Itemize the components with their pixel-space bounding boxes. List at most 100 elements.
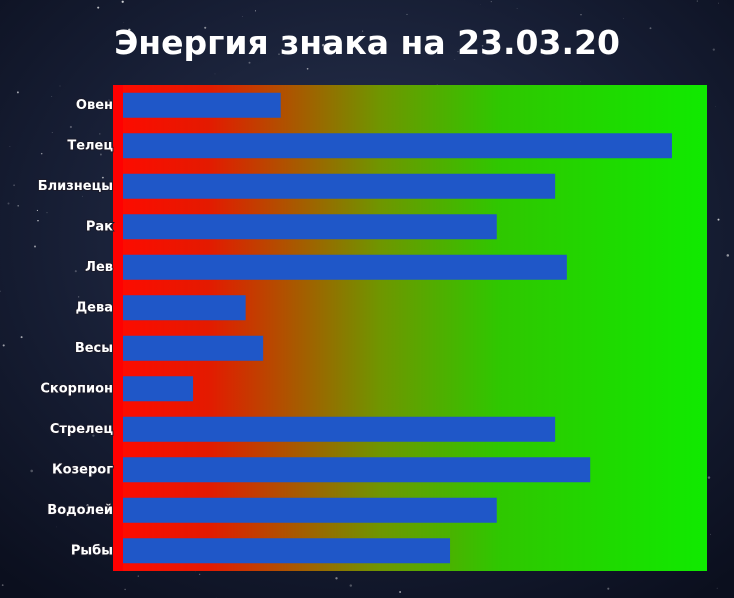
- star: [335, 577, 338, 580]
- star: [315, 39, 316, 41]
- star: [69, 125, 72, 129]
- star: [406, 13, 408, 15]
- star: [101, 176, 104, 179]
- star: [7, 202, 10, 205]
- star: [137, 575, 139, 577]
- star: [242, 16, 243, 17]
- star: [20, 336, 23, 339]
- star: [214, 73, 216, 75]
- star: [87, 264, 90, 267]
- star: [46, 212, 48, 214]
- star: [454, 59, 456, 60]
- star: [51, 132, 53, 133]
- star: [716, 587, 718, 589]
- star: [40, 152, 43, 155]
- star: [16, 91, 19, 94]
- star: [1, 584, 4, 586]
- category-label: Весы: [75, 341, 113, 356]
- category-label: Лев: [85, 260, 113, 275]
- star: [99, 133, 101, 135]
- star: [74, 270, 77, 273]
- bar: [123, 214, 497, 240]
- star: [108, 99, 110, 101]
- star: [481, 45, 484, 47]
- star: [36, 209, 38, 211]
- star: [649, 27, 652, 30]
- plot-area: [113, 85, 707, 571]
- star: [516, 8, 518, 10]
- star: [457, 50, 459, 53]
- star: [2, 344, 5, 347]
- star: [82, 195, 84, 197]
- star: [121, 0, 124, 3]
- bar: [123, 133, 672, 159]
- star: [92, 434, 95, 437]
- star: [86, 504, 89, 507]
- star: [37, 219, 39, 222]
- star: [255, 10, 256, 12]
- star: [399, 591, 401, 593]
- category-label: Рыбы: [71, 543, 113, 558]
- star: [707, 476, 711, 479]
- star: [579, 81, 581, 83]
- star: [59, 85, 61, 87]
- category-label: Скорпион: [40, 381, 113, 396]
- star: [715, 105, 716, 107]
- star: [97, 432, 100, 434]
- star: [278, 53, 280, 55]
- bar: [123, 416, 556, 442]
- star: [248, 61, 251, 64]
- star: [56, 526, 57, 528]
- star: [717, 218, 720, 221]
- star: [362, 30, 364, 32]
- bar: [123, 173, 556, 199]
- category-label: Дева: [76, 300, 113, 315]
- category-label: Овен: [76, 98, 113, 113]
- star: [198, 573, 201, 576]
- star: [306, 67, 309, 70]
- star: [490, 1, 492, 3]
- star: [128, 28, 131, 32]
- star: [90, 473, 93, 476]
- star: [712, 48, 715, 51]
- star: [34, 245, 36, 248]
- star: [30, 469, 33, 473]
- star: [349, 584, 353, 587]
- category-label: Телец: [67, 138, 113, 153]
- star: [77, 296, 80, 298]
- star: [580, 13, 582, 16]
- star: [726, 254, 730, 257]
- star: [9, 146, 11, 148]
- bar: [123, 295, 246, 321]
- bar: [123, 497, 497, 523]
- star: [696, 0, 698, 2]
- category-label: Водолей: [47, 503, 113, 518]
- bar: [123, 376, 194, 402]
- star: [123, 22, 125, 23]
- star: [718, 2, 719, 4]
- category-label: Козерог: [52, 462, 113, 477]
- chart-title: Энергия знака на 23.03.20: [114, 23, 620, 62]
- star: [87, 185, 89, 187]
- bar: [123, 254, 567, 280]
- bar: [123, 538, 451, 564]
- star: [99, 153, 102, 156]
- category-label: Рак: [86, 219, 113, 234]
- star: [204, 26, 207, 29]
- bar: [123, 92, 281, 118]
- bar: [123, 457, 591, 483]
- plot-edge: [113, 85, 123, 571]
- category-label: Близнецы: [38, 179, 113, 194]
- star: [97, 6, 100, 9]
- star: [17, 204, 20, 207]
- star: [710, 533, 712, 535]
- star: [124, 588, 126, 591]
- category-label: Стрелец: [50, 422, 114, 437]
- star: [51, 96, 53, 97]
- star: [13, 184, 15, 187]
- star: [0, 290, 1, 292]
- star: [321, 43, 325, 47]
- bar: [123, 335, 264, 361]
